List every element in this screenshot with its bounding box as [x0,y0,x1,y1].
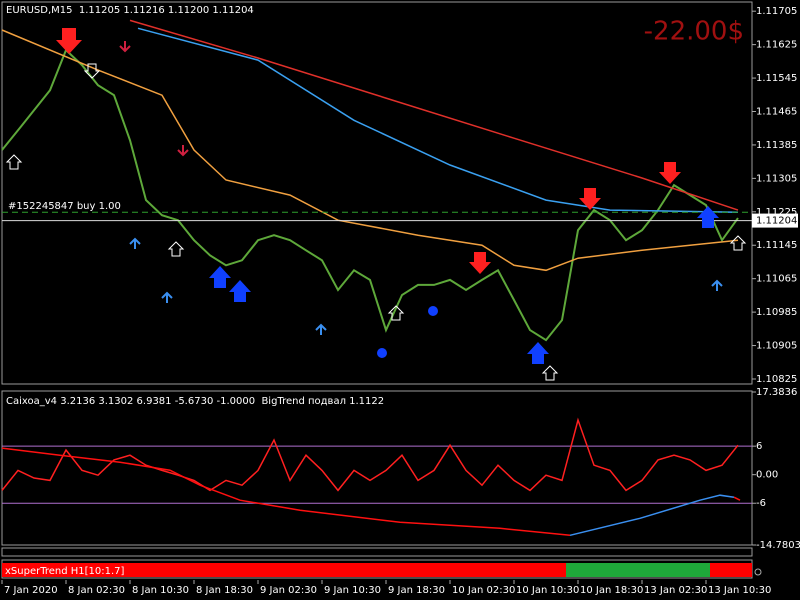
x-tick-label: 10 Jan 10:30 [516,585,579,596]
price-label: 1.11204 [756,216,797,227]
y-tick-label: 1.11225 [756,207,797,218]
trend-band [710,563,752,577]
exit-arrow [729,235,747,251]
sell-arrow [469,252,491,274]
buy-arrow [527,342,549,364]
small-buy-arrow [315,323,327,335]
x-tick-label: 10 Jan 18:30 [580,585,643,596]
y-tick-label: 1.11065 [756,274,797,285]
y-tick-label: 1.11145 [756,240,797,251]
y-tick-label: -14.7803 [756,540,800,551]
x-tick-label: 13 Jan 10:30 [708,585,771,596]
chart-title: EURUSD,M15 1.11205 1.11216 1.11200 1.112… [6,5,254,16]
price-label-box [752,213,798,228]
x-tick-label: 13 Jan 02:30 [644,585,707,596]
profit-label: -22.00$ [644,17,744,47]
sell-arrow [56,28,82,54]
y-tick-label: 1.11625 [756,40,797,51]
series-line [129,19,739,211]
y-tick-label: 0.00 [756,470,778,481]
y-tick-label: 1.11465 [756,107,797,118]
trend-band [566,563,710,577]
small-sell-arrow [119,41,131,53]
exit-arrow [541,365,559,381]
x-tick-label: 8 Jan 02:30 [68,585,125,596]
y-tick-label: 6 [756,441,762,452]
series-line [569,494,735,537]
sell-arrow [659,162,681,184]
series-line [1,447,571,537]
signal-dot [377,348,387,358]
x-tick-label: 9 Jan 02:30 [260,585,317,596]
small-buy-arrow [129,237,141,249]
y-tick-label: 1.10985 [756,307,797,318]
oscillator-title: Caixoa_v4 3.2136 3.1302 6.9381 -5.6730 -… [6,396,384,407]
y-tick-label: 1.11705 [756,6,797,17]
trend-band [2,563,566,577]
x-tick-label: 8 Jan 10:30 [132,585,189,596]
exit-arrow [387,305,405,321]
oscillator-panel [1,390,753,546]
x-tick-label: 8 Jan 18:30 [196,585,253,596]
y-tick-label: 17.3836 [756,387,797,398]
x-tick-label: 10 Jan 02:30 [452,585,515,596]
signal-dot [428,306,438,316]
small-buy-arrow [161,291,173,303]
main-panel [1,1,753,385]
y-tick-label: 1.10905 [756,341,797,352]
series-line [1,29,739,272]
series-line [137,27,739,213]
series-line [1,417,739,492]
order-label: #152245847 buy 1.00 [8,201,121,212]
y-tick-label: 1.10825 [756,374,797,385]
buy-arrow [229,280,251,302]
x-tick-label: 9 Jan 18:30 [388,585,445,596]
sell-arrow [579,188,601,210]
buy-arrow [697,206,719,228]
settings-icon[interactable] [754,568,762,576]
small-buy-arrow [711,279,723,291]
y-tick-label: -6 [756,498,766,509]
buy-arrow [209,266,231,288]
exit-arrow [167,241,185,257]
x-tick-label: 9 Jan 10:30 [324,585,381,596]
y-tick-label: 1.11305 [756,173,797,184]
exit-arrow [5,154,23,170]
y-tick-label: 1.11545 [756,73,797,84]
y-tick-label: 1.11385 [756,140,797,151]
series-line [733,496,741,501]
signal-arrows [5,28,747,381]
x-tick-label: 7 Jan 2020 [4,585,58,596]
small-sell-arrow [177,145,189,157]
exit-arrow [83,63,101,79]
empty-panel [1,547,753,557]
series-line [1,48,739,342]
supertrend-title: xSuperTrend H1[10:1.7] [5,566,125,577]
